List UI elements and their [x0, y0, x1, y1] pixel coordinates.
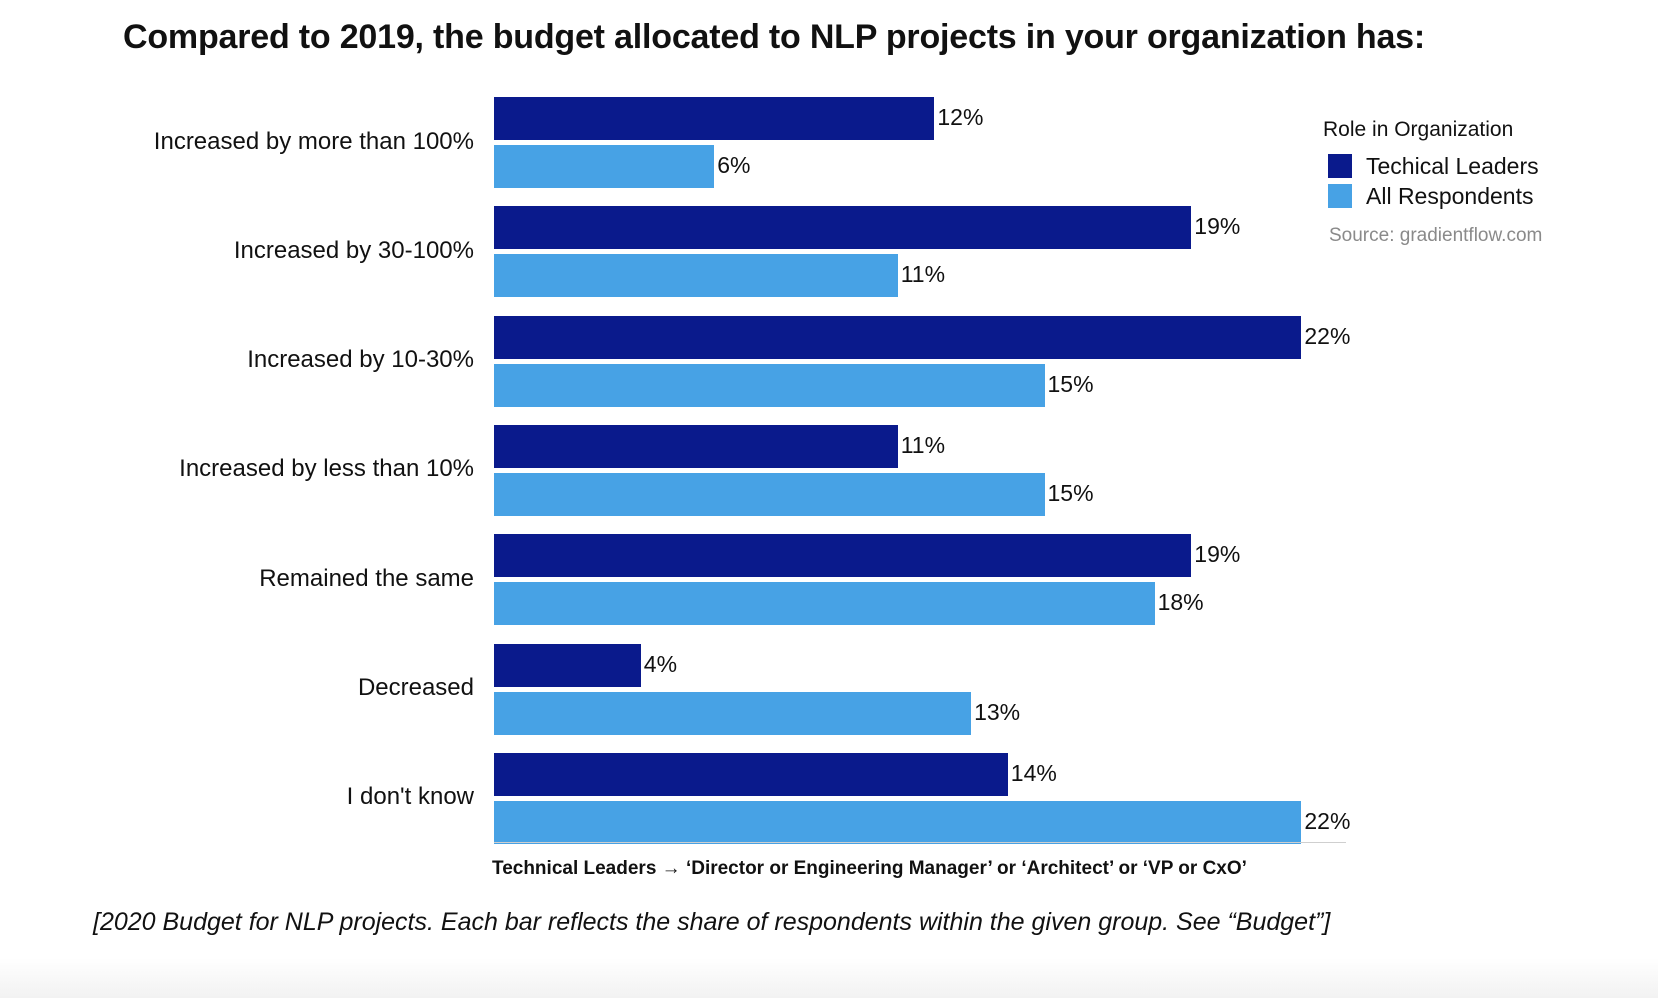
- value-label-technical-leaders-increased-by-30-100: 19%: [1194, 213, 1241, 240]
- bar-technical-leaders-increased-by-10-30: [494, 315, 1302, 359]
- value-label-all-respondents-remained-the-same: 18%: [1157, 589, 1204, 616]
- legend-swatch-technical-leaders: [1328, 154, 1352, 178]
- value-label-all-respondents-increased-by-30-100: 11%: [900, 261, 946, 288]
- bar-all-respondents-increased-by-more-than-100: [494, 145, 715, 188]
- value-label-technical-leaders-i-don-t-know: 14%: [1010, 759, 1057, 786]
- technical-leaders-definition-note: Technical Leaders → ‘Director or Enginee…: [492, 858, 1247, 879]
- page-bottom-fade: [0, 958, 1658, 998]
- legend: Role in Organization Techical Leaders Al…: [1323, 118, 1539, 211]
- bar-all-respondents-decreased: [494, 691, 972, 735]
- bar-all-respondents-increased-by-30-100: [494, 254, 898, 298]
- category-label-increased-by-more-than-100: Increased by more than 100%: [153, 127, 474, 155]
- x-axis-line: [494, 842, 1346, 843]
- bar-technical-leaders-i-don-t-know: [494, 752, 1008, 796]
- value-label-technical-leaders-increased-by-less-than-10: 11%: [900, 431, 946, 458]
- legend-item-technical-leaders: Techical Leaders: [1328, 151, 1539, 181]
- bar-all-respondents-i-don-t-know: [494, 800, 1302, 844]
- category-label-increased-by-10-30: Increased by 10-30%: [247, 346, 474, 374]
- category-label-decreased: Decreased: [357, 674, 474, 701]
- legend-label-technical-leaders: Techical Leaders: [1366, 152, 1539, 179]
- legend-title: Role in Organization: [1323, 118, 1514, 141]
- value-label-all-respondents-decreased: 13%: [974, 698, 1021, 725]
- value-label-all-respondents-i-don-t-know: 22%: [1304, 807, 1351, 834]
- legend-item-all-respondents: All Respondents: [1328, 181, 1539, 211]
- category-label-increased-by-less-than-10: Increased by less than 10%: [179, 455, 474, 483]
- bar-all-respondents-remained-the-same: [494, 582, 1155, 626]
- value-label-technical-leaders-increased-by-10-30: 22%: [1304, 322, 1351, 349]
- legend-swatch-all-respondents: [1328, 184, 1352, 208]
- bar-technical-leaders-increased-by-30-100: [494, 206, 1192, 250]
- category-label-increased-by-30-100: Increased by 30-100%: [233, 236, 474, 264]
- bar-all-respondents-increased-by-10-30: [494, 363, 1045, 407]
- category-label-remained-the-same: Remained the same: [259, 564, 474, 592]
- value-label-technical-leaders-increased-by-more-than-100: 12%: [937, 104, 984, 130]
- legend-label-all-respondents: All Respondents: [1366, 182, 1534, 209]
- figure-caption: [2020 Budget for NLP projects. Each bar …: [93, 908, 1331, 936]
- bar-technical-leaders-decreased: [494, 643, 641, 687]
- source-credit: Source: gradientflow.com: [1329, 225, 1543, 246]
- bar-all-respondents-increased-by-less-than-10: [494, 472, 1045, 516]
- value-label-technical-leaders-remained-the-same: 19%: [1194, 541, 1241, 568]
- value-label-all-respondents-increased-by-more-than-100: 6%: [717, 152, 751, 178]
- bar-technical-leaders-remained-the-same: [494, 534, 1192, 578]
- bar-technical-leaders-increased-by-less-than-10: [494, 424, 898, 468]
- value-label-all-respondents-increased-by-less-than-10: 15%: [1047, 479, 1094, 506]
- chart-title: Compared to 2019, the budget allocated t…: [123, 18, 1426, 56]
- category-label-i-don-t-know: I don't know: [346, 783, 474, 811]
- value-label-technical-leaders-decreased: 4%: [643, 650, 678, 677]
- bar-technical-leaders-increased-by-more-than-100: [494, 97, 935, 140]
- value-label-all-respondents-increased-by-10-30: 15%: [1047, 370, 1094, 397]
